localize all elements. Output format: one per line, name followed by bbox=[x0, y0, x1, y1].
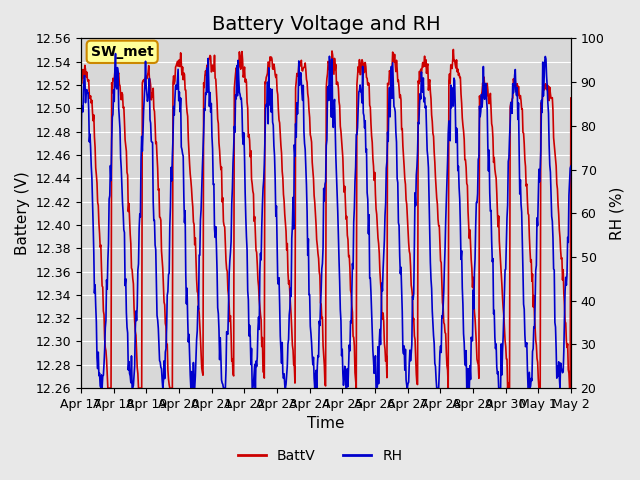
Text: SW_met: SW_met bbox=[91, 45, 154, 59]
BattV bbox=[567, 95, 575, 101]
RH bbox=[378, 311, 385, 317]
BattV bbox=[449, 47, 457, 52]
Title: Battery Voltage and RH: Battery Voltage and RH bbox=[212, 15, 440, 34]
RH bbox=[404, 379, 412, 385]
Y-axis label: Battery (V): Battery (V) bbox=[15, 171, 30, 255]
BattV bbox=[135, 385, 143, 391]
RH bbox=[567, 163, 575, 169]
Line: BattV: BattV bbox=[81, 49, 571, 388]
Y-axis label: RH (%): RH (%) bbox=[610, 187, 625, 240]
BattV bbox=[377, 279, 385, 285]
Line: RH: RH bbox=[81, 54, 571, 388]
RH bbox=[250, 372, 258, 377]
BattV bbox=[250, 191, 257, 197]
BattV bbox=[225, 304, 233, 310]
BattV bbox=[77, 79, 85, 85]
RH bbox=[136, 211, 143, 217]
RH bbox=[77, 151, 85, 156]
BattV bbox=[404, 225, 412, 231]
BattV bbox=[268, 56, 276, 62]
BattV bbox=[104, 385, 112, 391]
RH bbox=[269, 120, 276, 125]
RH bbox=[111, 51, 119, 57]
RH bbox=[99, 385, 106, 391]
Legend: BattV, RH: BattV, RH bbox=[232, 443, 408, 468]
X-axis label: Time: Time bbox=[307, 417, 345, 432]
RH bbox=[226, 258, 234, 264]
